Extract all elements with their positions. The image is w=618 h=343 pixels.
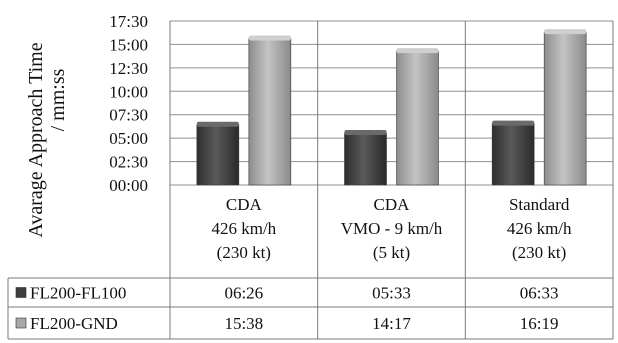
plot-gridlines xyxy=(169,20,614,339)
y-tick-label: 07:30 xyxy=(109,106,148,125)
bar-fl200-gnd xyxy=(248,38,292,186)
table-value: 14:17 xyxy=(372,314,411,333)
data-table xyxy=(7,277,613,340)
bar-cap xyxy=(344,129,387,135)
bar-cap xyxy=(248,35,291,41)
bar-cap xyxy=(492,120,535,126)
table-value: 05:33 xyxy=(372,284,411,303)
table-value: 16:19 xyxy=(520,314,559,333)
y-tick-label: 02:30 xyxy=(109,153,148,172)
table-value: 06:33 xyxy=(520,284,559,303)
y-tick-label: 00:00 xyxy=(109,176,148,195)
y-axis-title-unit: / mm:ss xyxy=(47,68,69,131)
category-label: CDA xyxy=(374,195,411,214)
bar-cap xyxy=(544,29,587,35)
legend-swatch xyxy=(15,287,27,298)
bar-cap xyxy=(396,48,439,54)
category-label: (5 kt) xyxy=(373,243,410,262)
category-label: VMO - 9 km/h xyxy=(341,219,443,238)
bar-cap xyxy=(196,121,239,127)
y-axis-title: Avarage Approach Time xyxy=(25,42,47,237)
table-value: 06:26 xyxy=(224,284,263,303)
bar-fl200-fl100 xyxy=(196,124,240,186)
category-label: 426 km/h xyxy=(507,219,572,238)
y-tick-label: 15:00 xyxy=(109,35,148,54)
y-tick-label: 17:30 xyxy=(109,12,148,31)
legend-label: FL200-GND xyxy=(30,314,118,333)
y-tick-label: 05:00 xyxy=(109,129,148,148)
bar-fl200-gnd xyxy=(543,31,587,186)
bar-fl200-gnd xyxy=(396,50,439,186)
bar-fl200-fl100 xyxy=(344,132,387,186)
category-label: (230 kt) xyxy=(512,243,566,262)
category-label: (230 kt) xyxy=(217,243,271,262)
chart-labels: 00:00 02:30 05:00 07:30 10:00 12:30 15:00 17:30… xyxy=(25,12,572,333)
legend-swatch xyxy=(15,317,27,329)
y-tick-label: 12:30 xyxy=(109,59,148,78)
category-label: Standard xyxy=(509,195,570,214)
plot-bars xyxy=(196,29,587,186)
category-label: 426 km/h xyxy=(211,219,276,238)
table-value: 15:38 xyxy=(224,314,263,333)
bar-fl200-fl100 xyxy=(491,123,535,186)
legend-label: FL200-FL100 xyxy=(30,284,126,303)
y-tick-label: 10:00 xyxy=(109,82,148,101)
category-label: CDA xyxy=(226,195,263,214)
